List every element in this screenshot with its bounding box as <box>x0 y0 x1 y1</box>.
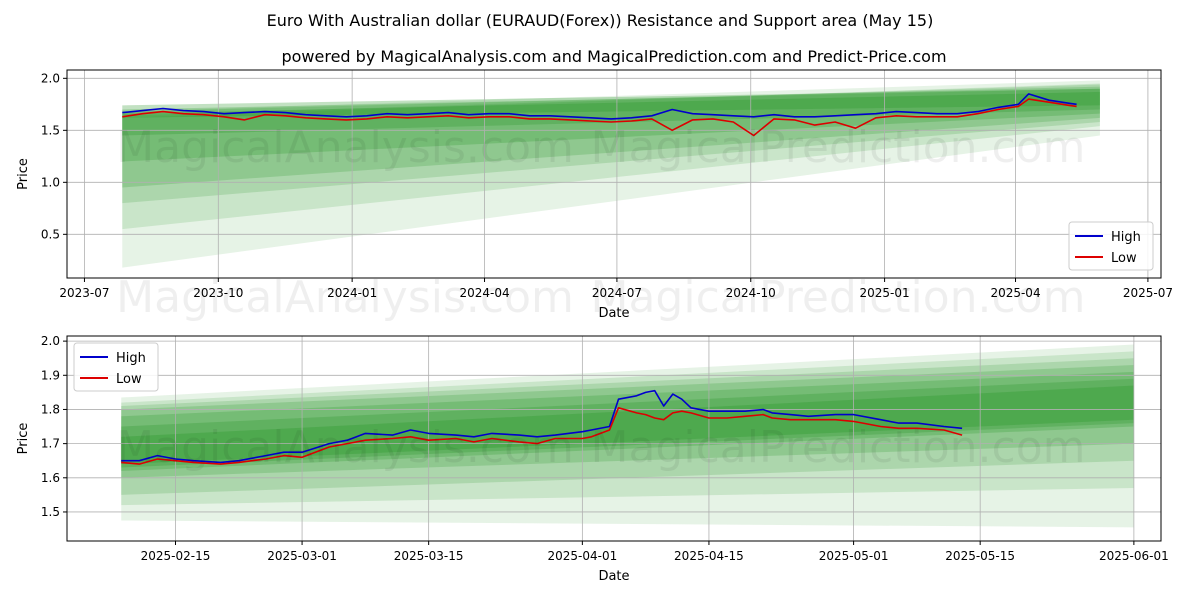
support-resistance-band <box>121 344 1134 528</box>
x-tick-label: 2025-06-01 <box>1099 549 1169 563</box>
watermark-text: MagicalPrediction.com <box>591 272 1086 323</box>
x-tick-label: 2024-10 <box>726 286 776 300</box>
y-tick-label: 1.5 <box>41 505 60 519</box>
series-line-low <box>122 98 1077 137</box>
x-tick-label: 2024-01 <box>327 286 377 300</box>
watermark-text: MagicalAnalysis.com <box>116 122 574 173</box>
support-resistance-band <box>122 91 1100 118</box>
series-line-high <box>122 93 1077 120</box>
x-axis-label: Date <box>598 306 629 321</box>
band-group <box>122 80 1100 268</box>
resistance-support-chart-recent: 2025-02-15 2025-03-01 2025-03-15 2025-04-01… <box>16 334 1169 584</box>
y-tick-label: 2.0 <box>41 334 60 348</box>
legend-label-high: High <box>1111 230 1141 245</box>
watermark-text: MagicalPrediction.com <box>591 122 1086 173</box>
support-resistance-band <box>122 88 1100 162</box>
x-tick-label: 2025-04 <box>990 286 1040 300</box>
x-axis-label: Date <box>598 569 629 584</box>
support-resistance-band <box>122 86 1100 188</box>
x-tick-label: 2025-03-01 <box>267 549 337 563</box>
x-tick-label: 2025-05-01 <box>819 549 889 563</box>
y-tick-label: 1.8 <box>41 402 60 416</box>
x-tick-label: 2023-07 <box>59 286 109 300</box>
x-tick-label: 2025-05-15 <box>945 549 1015 563</box>
y-tick-label: 0.5 <box>41 227 60 241</box>
legend-label-low: Low <box>116 372 142 387</box>
support-resistance-band <box>121 378 1134 468</box>
y-tick-label: 1.7 <box>41 437 60 451</box>
x-tick-label: 2025-04-15 <box>674 549 744 563</box>
y-tick-label: 1.6 <box>41 471 60 485</box>
x-tick-label: 2025-07 <box>1123 286 1173 300</box>
chart-subtitle: powered by MagicalAnalysis.com and Magic… <box>281 47 946 66</box>
y-tick-label: 1.9 <box>41 368 60 382</box>
watermark-text: MagicalPrediction.com <box>591 422 1086 473</box>
chart-title: Euro With Australian dollar (EURAUD(Fore… <box>267 11 934 30</box>
x-tick-label: 2025-02-15 <box>141 549 211 563</box>
legend: High Low <box>1068 221 1154 271</box>
x-tick-label: 2023-10 <box>193 286 243 300</box>
x-tick-label: 2024-07 <box>592 286 642 300</box>
watermark-text: MagicalAnalysis.com <box>116 272 574 323</box>
x-tick-label: 2025-04-01 <box>547 549 617 563</box>
watermark-text: MagicalAnalysis.com <box>116 422 574 473</box>
legend-label-high: High <box>116 351 146 366</box>
support-resistance-band <box>122 80 1100 268</box>
y-axis-label: Price <box>16 423 31 455</box>
series-line-low <box>121 407 963 465</box>
support-resistance-band <box>121 351 1134 506</box>
y-axis-label: Price <box>16 158 31 190</box>
y-tick-label: 1.0 <box>41 175 60 189</box>
support-resistance-band <box>121 385 1134 465</box>
y-tick-label: 1.5 <box>41 123 60 137</box>
support-resistance-band <box>122 83 1100 230</box>
x-tick-label: 2024-04 <box>459 286 509 300</box>
x-tick-label: 2025-01 <box>860 286 910 300</box>
support-resistance-band <box>122 88 1100 136</box>
series-line-high <box>121 389 963 464</box>
legend: High Low <box>73 342 159 392</box>
support-resistance-band <box>121 371 1134 471</box>
band-group <box>121 344 1134 528</box>
support-resistance-band <box>121 358 1134 495</box>
plot-frame <box>66 69 1162 279</box>
x-tick-label: 2025-03-15 <box>394 549 464 563</box>
support-resistance-band <box>121 365 1134 478</box>
plot-frame <box>66 335 1162 542</box>
resistance-support-chart-full: 2023-07 2023-10 2024-01 2024-04 2024-07 2024-… <box>16 69 1173 323</box>
y-tick-label: 2.0 <box>41 71 60 85</box>
legend-label-low: Low <box>1111 251 1137 266</box>
